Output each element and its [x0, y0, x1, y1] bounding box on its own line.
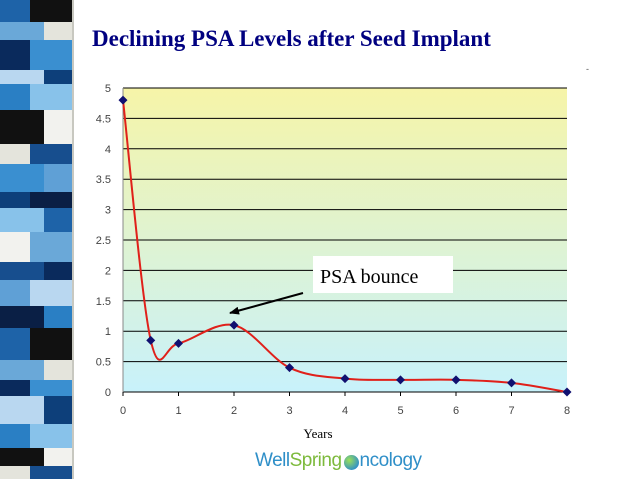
stripe-block: [30, 0, 74, 22]
stripe-block: [0, 448, 44, 466]
y-tick-label: 2.5: [96, 235, 111, 247]
psa-series-markers: [118, 95, 572, 397]
stripe-block: [0, 0, 30, 22]
y-tick-label: 5: [105, 83, 111, 95]
stripe-block: [44, 164, 74, 192]
data-point-year-0.5: [146, 335, 156, 345]
slide-title: Declining PSA Levels after Seed Implant: [92, 26, 491, 51]
stripe-block: [0, 396, 44, 424]
wellspring-oncology-logo: Well Spring ncology: [255, 449, 422, 473]
stripe-block: [44, 262, 74, 280]
stripe-block: [30, 84, 74, 110]
stripe-block: [30, 424, 74, 448]
stripe-block: [0, 70, 44, 84]
y-tick-label: 2: [105, 265, 111, 277]
y-axis-tick-labels: 0 0.5 1 1.5 2 2.5 3 3.5 4 4.5 5: [96, 83, 111, 399]
x-tick-label: 3: [286, 405, 292, 417]
stripe-block: [44, 306, 74, 328]
annotation-psa-bounce: PSA bounce: [320, 266, 418, 288]
x-tick-label: 5: [397, 405, 403, 417]
data-point-year-7: [507, 378, 516, 388]
stripe-block: [0, 144, 30, 164]
annotation-box: [313, 256, 453, 293]
y-tick-label: 0.5: [96, 357, 111, 369]
y-tick-label: 4: [105, 144, 111, 156]
y-tick-label: 3.5: [96, 174, 111, 186]
stripe-block: [44, 208, 74, 232]
x-tick-label: 1: [175, 405, 181, 417]
data-point-year-0: [118, 95, 128, 105]
stripe-block: [0, 306, 44, 328]
data-point-year-2: [229, 320, 239, 330]
x-tick-label: 8: [564, 405, 570, 417]
y-tick-label: 0: [105, 387, 111, 399]
y-tick-label: 1.5: [96, 296, 111, 308]
stripe-block: [30, 144, 74, 164]
data-point-year-6: [451, 375, 461, 385]
stripe-block: [0, 208, 44, 232]
data-point-year-8: [562, 387, 572, 397]
stripe-block: [30, 280, 74, 306]
x-axis-tick-labels: 0 1 2 3 4 5 6 7 8: [120, 392, 570, 417]
stripe-block: [0, 424, 30, 448]
x-axis-label: Years: [303, 426, 332, 441]
stripe-block: [44, 22, 74, 40]
logo-text-ncology: ncology: [359, 450, 423, 471]
stripe-block: [30, 380, 74, 396]
data-point-year-4: [340, 374, 350, 384]
stripe-block: [0, 380, 30, 396]
data-point-year-1: [174, 338, 183, 348]
stripe-block: [44, 396, 74, 424]
x-tick-label: 2: [231, 405, 237, 417]
data-point-year-3: [285, 363, 294, 373]
data-point-year-5: [396, 375, 405, 385]
stripe-block: [0, 164, 44, 192]
stripe-block: [0, 192, 30, 208]
x-tick-label: 0: [120, 405, 126, 417]
stripe-block: [0, 232, 30, 262]
logo-text-well: Well: [255, 450, 290, 471]
stripe-block: [44, 360, 74, 380]
stripe-block: [0, 262, 44, 280]
stripe-block: [44, 70, 74, 84]
annotation-arrow: [229, 292, 304, 315]
logo-text-spring: Spring: [289, 450, 342, 471]
stripe-block: [0, 40, 30, 70]
x-tick-label: 4: [342, 405, 348, 417]
stripe-block: [0, 22, 44, 40]
y-tick-label: 1: [105, 326, 111, 338]
y-tick-label: 3: [105, 205, 111, 217]
stripe-block: [0, 110, 44, 144]
stripe-block: [0, 466, 30, 479]
stripe-block: [30, 328, 74, 360]
stripe-block: [44, 448, 74, 466]
x-tick-label: 6: [453, 405, 459, 417]
stray-dash: -: [586, 64, 589, 74]
stripe-block: [0, 84, 30, 110]
y-tick-label: 4.5: [96, 113, 111, 125]
stripe-block: [30, 192, 74, 208]
decorative-stripe-column: [0, 0, 74, 479]
stripe-block: [30, 232, 74, 262]
stripe-block: [30, 466, 74, 479]
x-tick-label: 7: [508, 405, 514, 417]
globe-icon: [343, 454, 359, 470]
stripe-block: [0, 328, 30, 360]
stripe-block: [30, 40, 74, 70]
stripe-block: [0, 360, 44, 380]
stripe-block: [44, 110, 74, 144]
stripe-block: [0, 280, 30, 306]
